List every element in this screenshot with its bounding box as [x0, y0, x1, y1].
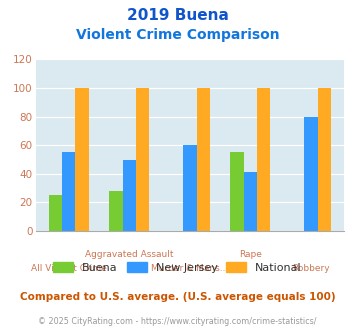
Bar	[304, 116, 318, 231]
Text: Violent Crime Comparison: Violent Crime Comparison	[76, 28, 279, 42]
Bar	[318, 88, 331, 231]
Bar	[49, 195, 62, 231]
Text: Aggravated Assault: Aggravated Assault	[85, 250, 174, 259]
Text: All Violent Crime: All Violent Crime	[31, 264, 107, 273]
Bar	[197, 88, 210, 231]
Text: Murder & Mans...: Murder & Mans...	[151, 264, 229, 273]
Bar	[230, 152, 244, 231]
Bar	[62, 152, 76, 231]
Bar	[244, 172, 257, 231]
Text: Rape: Rape	[239, 250, 262, 259]
Bar	[76, 88, 89, 231]
Bar	[257, 88, 271, 231]
Bar	[136, 88, 149, 231]
Text: Robbery: Robbery	[292, 264, 330, 273]
Legend: Buena, New Jersey, National: Buena, New Jersey, National	[49, 258, 306, 278]
Text: © 2025 CityRating.com - https://www.cityrating.com/crime-statistics/: © 2025 CityRating.com - https://www.city…	[38, 317, 317, 326]
Text: 2019 Buena: 2019 Buena	[127, 8, 228, 23]
Bar	[183, 145, 197, 231]
Text: Compared to U.S. average. (U.S. average equals 100): Compared to U.S. average. (U.S. average …	[20, 292, 335, 302]
Bar	[109, 191, 123, 231]
Bar	[123, 159, 136, 231]
